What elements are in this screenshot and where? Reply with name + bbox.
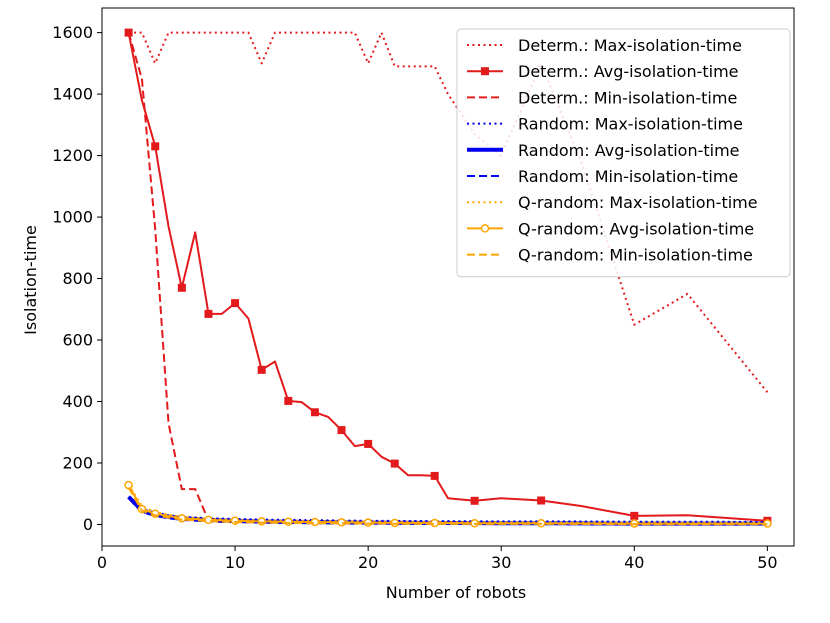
data-point	[364, 439, 373, 448]
y-tick-label: 1200	[52, 146, 93, 165]
legend-label: Determ.: Avg-isolation-time	[518, 62, 739, 81]
series-q-random-max-isolation-time	[127, 483, 768, 524]
legend-label: Q-random: Min-isolation-time	[518, 246, 753, 265]
series-line	[127, 487, 768, 526]
x-axis: 0 10 20 30 40 50	[97, 546, 778, 572]
legend-item: Random: Min-isolation-time	[467, 167, 738, 186]
x-tick-label: 30	[491, 553, 511, 572]
legend-label: Random: Avg-isolation-time	[518, 141, 740, 160]
x-tick-label: 10	[225, 553, 245, 572]
y-tick-label: 400	[62, 392, 93, 411]
data-point	[630, 511, 639, 520]
legend-marker	[480, 224, 490, 233]
y-tick-label: 1600	[52, 23, 93, 42]
x-tick-label: 0	[97, 553, 107, 572]
data-point	[177, 283, 186, 292]
legend-item: Q-random: Max-isolation-time	[467, 193, 758, 212]
data-point	[124, 480, 133, 490]
x-tick-label: 20	[358, 553, 378, 572]
data-point	[284, 396, 293, 405]
series-line	[127, 483, 768, 524]
data-point	[257, 365, 266, 374]
y-tick-label: 1000	[52, 208, 93, 227]
data-point	[310, 517, 320, 527]
y-tick-label: 800	[62, 269, 93, 288]
legend-item: Q-random: Min-isolation-time	[467, 246, 753, 265]
data-point	[204, 515, 213, 525]
data-point	[537, 496, 546, 505]
legend-frame	[456, 28, 791, 278]
data-point	[430, 471, 439, 480]
data-point	[390, 459, 399, 468]
data-point	[257, 517, 266, 526]
series-determ-avg-isolation-time	[124, 28, 772, 525]
legend-item: Random: Avg-isolation-time	[467, 141, 740, 160]
legend-label: Random: Min-isolation-time	[518, 167, 738, 186]
data-point	[204, 309, 213, 318]
legend-label: Q-random: Avg-isolation-time	[518, 219, 754, 238]
data-point	[151, 142, 160, 151]
y-tick-label: 600	[62, 331, 93, 350]
data-point	[337, 426, 346, 435]
legend-item: Determ.: Avg-isolation-time	[467, 62, 739, 81]
y-axis-label: Isolation-time	[21, 225, 40, 335]
legend-label: Determ.: Min-isolation-time	[518, 88, 737, 107]
legend-item: Q-random: Avg-isolation-time	[467, 219, 754, 238]
legend-marker	[481, 67, 489, 76]
data-point	[470, 496, 479, 505]
legend-item: Random: Max-isolation-time	[467, 115, 743, 134]
series-line	[127, 32, 768, 522]
x-tick-label: 50	[757, 553, 777, 572]
y-tick-label: 0	[83, 515, 93, 534]
data-point	[284, 517, 293, 526]
legend: Determ.: Max-isolation-time Determ.: Avg-…	[456, 28, 791, 278]
legend-item: Determ.: Max-isolation-time	[467, 36, 742, 55]
series-q-random-min-isolation-time	[127, 487, 768, 526]
data-point	[310, 408, 319, 417]
legend-item: Determ.: Min-isolation-time	[467, 88, 737, 107]
plot-frame	[101, 7, 795, 547]
data-point	[231, 299, 240, 308]
x-tick-label: 40	[624, 553, 644, 572]
legend-label: Determ.: Max-isolation-time	[518, 36, 742, 55]
y-tick-label: 200	[62, 453, 93, 472]
y-axis: 0 200 400 600 800 1000 1200 1400 1600	[52, 23, 102, 534]
data-point	[230, 516, 240, 526]
y-tick-label: 1400	[52, 85, 93, 104]
x-axis-label: Number of robots	[386, 583, 526, 602]
legend-label: Random: Max-isolation-time	[518, 115, 743, 134]
legend-label: Q-random: Max-isolation-time	[518, 193, 758, 212]
